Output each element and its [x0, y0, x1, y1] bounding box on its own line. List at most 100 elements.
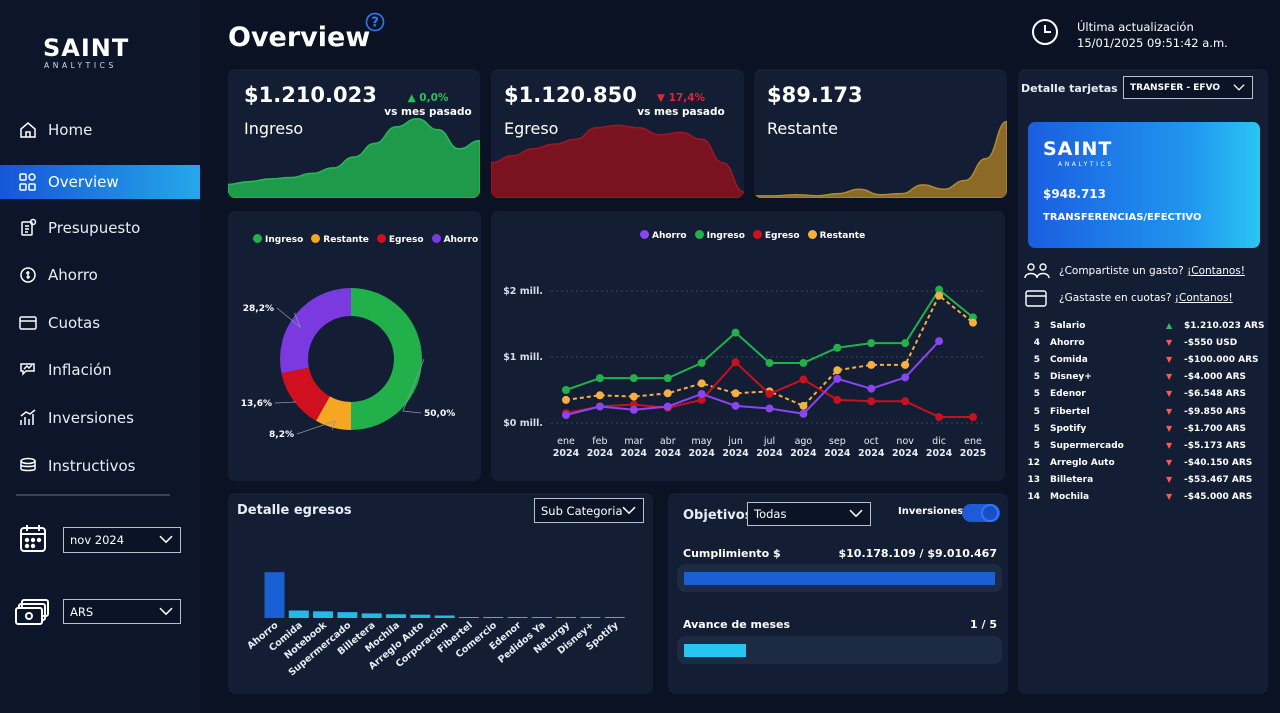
point-egreso[interactable] — [731, 358, 740, 367]
transaction-row[interactable]: 12 Arreglo Auto ▼ -$40.150 ARS — [1018, 458, 1268, 475]
nav-item-presupuesto[interactable]: Presupuesto — [0, 211, 200, 245]
nav-item-home[interactable]: Home — [0, 113, 200, 147]
point-restante[interactable] — [629, 392, 638, 401]
legend-item[interactable]: Egreso — [376, 234, 424, 245]
legend-item[interactable]: Ingreso — [694, 230, 745, 241]
point-restante[interactable] — [562, 395, 570, 404]
point-restante[interactable] — [867, 360, 876, 369]
bar-mochila[interactable] — [386, 614, 406, 618]
point-restante[interactable] — [901, 360, 910, 369]
nav-item-ahorro[interactable]: Ahorro — [0, 258, 200, 292]
point-egreso[interactable] — [765, 389, 774, 398]
bar-pedidos-ya[interactable] — [531, 617, 552, 618]
bar-billetera[interactable] — [361, 613, 382, 618]
cuotas-link[interactable]: ¡Contanos! — [1174, 292, 1233, 304]
point-ingreso[interactable] — [765, 358, 774, 367]
point-egreso[interactable] — [697, 395, 706, 404]
currency-select[interactable]: ARS — [63, 599, 181, 624]
bar-notebook[interactable] — [313, 611, 334, 618]
bar-edenor[interactable] — [507, 617, 528, 618]
share-link[interactable]: ¡Contanos! — [1187, 265, 1245, 277]
point-ingreso[interactable] — [629, 374, 638, 383]
point-egreso[interactable] — [901, 397, 910, 406]
donut-slice-ahorro[interactable] — [280, 288, 351, 374]
transaction-row[interactable]: 5 Edenor ▼ -$6.548 ARS — [1018, 389, 1268, 406]
legend-item[interactable]: Ahorro — [640, 230, 687, 241]
nav-item-overview[interactable]: Overview — [0, 165, 200, 199]
bar-ahorro[interactable] — [264, 572, 285, 618]
point-ingreso[interactable] — [595, 374, 604, 383]
point-restante[interactable] — [969, 318, 977, 327]
point-ahorro[interactable] — [901, 373, 910, 382]
point-ahorro[interactable] — [867, 384, 876, 393]
transfer-card[interactable]: SAINT ANALYTICS $948.713 TRANSFERENCIAS/… — [1028, 122, 1260, 248]
bar-comercio[interactable] — [483, 617, 504, 618]
point-ingreso[interactable] — [935, 285, 944, 294]
bar-supermercado[interactable] — [337, 612, 358, 618]
transaction-row[interactable]: 5 Comida ▼ -$100.000 ARS — [1018, 355, 1268, 372]
bar-fibertel[interactable] — [458, 617, 479, 618]
point-ahorro[interactable] — [799, 409, 808, 418]
point-ingreso[interactable] — [562, 386, 570, 394]
point-restante[interactable] — [799, 401, 808, 410]
transaction-row[interactable]: 3 Salario ▲ $1.210.023 ARS — [1018, 321, 1268, 338]
point-ahorro[interactable] — [731, 401, 740, 410]
tarjeta-select[interactable]: TRANSFER - EFVO — [1123, 76, 1253, 99]
transaction-row[interactable]: 13 Billetera ▼ -$53.467 ARS — [1018, 475, 1268, 492]
legend-item[interactable]: Egreso — [752, 230, 800, 241]
transaction-row[interactable]: 14 Mochila ▼ -$45.000 ARS — [1018, 492, 1268, 509]
nav-item-cuotas[interactable]: Cuotas — [0, 306, 200, 340]
point-ingreso[interactable] — [901, 339, 910, 348]
transaction-row[interactable]: 5 Supermercado ▼ -$5.173 ARS — [1018, 441, 1268, 458]
point-ingreso[interactable] — [697, 358, 706, 367]
donut-slice-egreso[interactable] — [281, 367, 330, 421]
legend-item[interactable]: Ahorro — [431, 234, 478, 245]
legend-item[interactable]: Ingreso — [253, 234, 303, 245]
bar-disney-[interactable] — [580, 617, 601, 618]
bar-spotify[interactable] — [604, 617, 625, 618]
point-restante[interactable] — [697, 379, 706, 388]
point-ingreso[interactable] — [731, 328, 740, 337]
donut-slice-ingreso[interactable] — [351, 288, 422, 430]
point-ingreso[interactable] — [799, 358, 808, 367]
subcategoria-select[interactable]: Sub Categoria — [534, 498, 644, 523]
nav-item-inversiones[interactable]: Inversiones — [0, 401, 200, 435]
point-restante[interactable] — [663, 389, 672, 398]
bar-naturgy[interactable] — [556, 617, 577, 618]
bar-arreglo-auto[interactable] — [410, 614, 431, 618]
nav-item-instructivos[interactable]: Instructivos — [0, 449, 200, 483]
point-egreso[interactable] — [833, 395, 842, 404]
point-restante[interactable] — [595, 391, 604, 400]
legend-item[interactable]: Restante — [311, 234, 369, 245]
point-egreso[interactable] — [935, 413, 944, 422]
point-egreso[interactable] — [799, 375, 808, 384]
point-ahorro[interactable] — [595, 402, 604, 411]
point-restante[interactable] — [731, 389, 740, 398]
point-ingreso[interactable] — [663, 374, 672, 383]
point-egreso[interactable] — [969, 413, 977, 422]
point-ahorro[interactable] — [663, 402, 672, 411]
point-ahorro[interactable] — [629, 405, 638, 414]
donut-slice-restante[interactable] — [316, 396, 351, 430]
point-restante[interactable] — [935, 291, 944, 300]
point-ahorro[interactable] — [935, 337, 944, 346]
legend-item[interactable]: Restante — [807, 230, 865, 241]
point-ahorro[interactable] — [697, 389, 706, 398]
point-ingreso[interactable] — [833, 343, 842, 352]
nav-item-inflacion[interactable]: Inflación — [0, 353, 200, 387]
point-restante[interactable] — [833, 366, 842, 375]
period-select[interactable]: nov 2024 — [63, 527, 181, 553]
point-egreso[interactable] — [867, 397, 876, 406]
bar-corporacion[interactable] — [434, 615, 455, 619]
point-ahorro[interactable] — [833, 374, 842, 383]
transaction-row[interactable]: 5 Spotify ▼ -$1.700 ARS — [1018, 424, 1268, 441]
point-ahorro[interactable] — [765, 404, 774, 413]
point-ahorro[interactable] — [562, 411, 570, 420]
bar-comida[interactable] — [288, 610, 309, 619]
transaction-row[interactable]: 5 Fibertel ▼ -$9.850 ARS — [1018, 407, 1268, 424]
objetivos-select[interactable]: Todas — [747, 502, 871, 526]
help-icon[interactable]: ? — [365, 12, 385, 32]
transaction-row[interactable]: 5 Disney+ ▼ -$4.000 ARS — [1018, 372, 1268, 389]
transaction-row[interactable]: 4 Ahorro ▼ -$550 USD — [1018, 338, 1268, 355]
point-ingreso[interactable] — [867, 339, 876, 348]
